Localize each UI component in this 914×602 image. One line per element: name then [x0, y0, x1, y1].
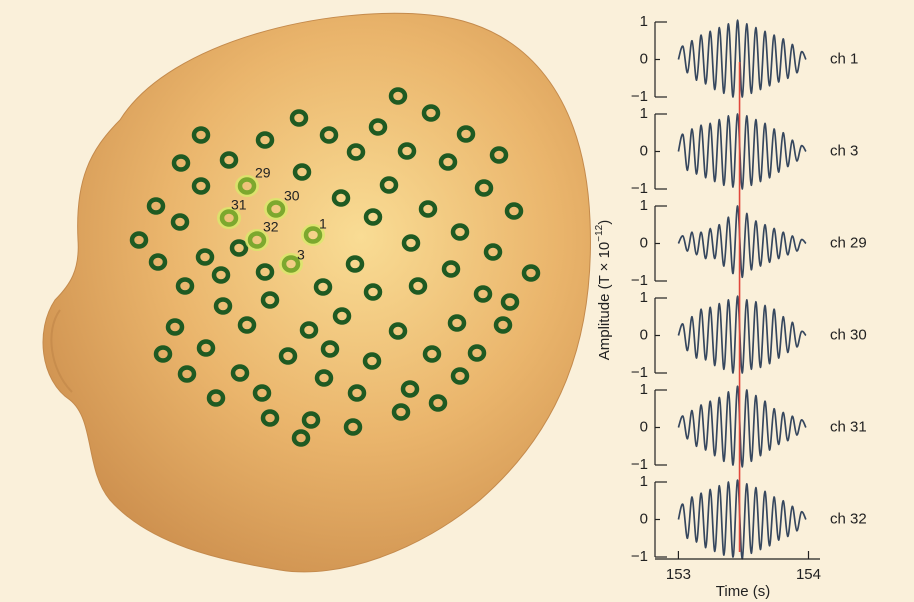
- y-tick-label: −1: [631, 456, 648, 473]
- channel-label: ch 1: [830, 50, 858, 67]
- y-tick-label: 0: [640, 510, 648, 527]
- x-tick-label: 154: [796, 566, 821, 583]
- y-axis-label-text: Amplitude (T × 10: [596, 242, 613, 361]
- y-tick-label: −1: [631, 364, 648, 381]
- figure: 2930313213 10−1ch 110−1ch 310−1ch 2910−1…: [0, 0, 914, 602]
- y-tick-label: −1: [631, 180, 648, 197]
- y-tick-label: 0: [640, 50, 648, 67]
- sensor-label: 30: [284, 188, 300, 204]
- y-tick-label: 1: [640, 13, 648, 30]
- y-axis-label-exponent: −12: [594, 224, 605, 241]
- y-tick-label: −1: [631, 272, 648, 289]
- sensor-label: 29: [255, 165, 271, 181]
- channel-label: ch 31: [830, 418, 867, 435]
- sensor-label: 3: [297, 247, 305, 263]
- channel-label: ch 29: [830, 234, 867, 251]
- y-tick-label: 0: [640, 234, 648, 251]
- y-tick-label: 1: [640, 473, 648, 490]
- y-tick-label: 1: [640, 197, 648, 214]
- sensor-label: 32: [263, 219, 279, 235]
- x-tick-label: 153: [666, 566, 691, 583]
- y-tick-label: −1: [631, 548, 648, 565]
- y-tick-label: 1: [640, 381, 648, 398]
- y-tick-label: 0: [640, 326, 648, 343]
- channel-label: ch 32: [830, 510, 867, 527]
- y-tick-label: 0: [640, 142, 648, 159]
- y-tick-label: −1: [631, 88, 648, 105]
- sensor-label: 1: [319, 216, 327, 232]
- y-tick-label: 0: [640, 418, 648, 435]
- sensor-label: 31: [231, 197, 247, 213]
- y-axis-label-end: ): [596, 220, 613, 225]
- y-tick-label: 1: [640, 289, 648, 306]
- x-axis-label: Time (s): [716, 583, 770, 600]
- channel-label: ch 3: [830, 142, 858, 159]
- y-tick-label: 1: [640, 105, 648, 122]
- channel-label: ch 30: [830, 326, 867, 343]
